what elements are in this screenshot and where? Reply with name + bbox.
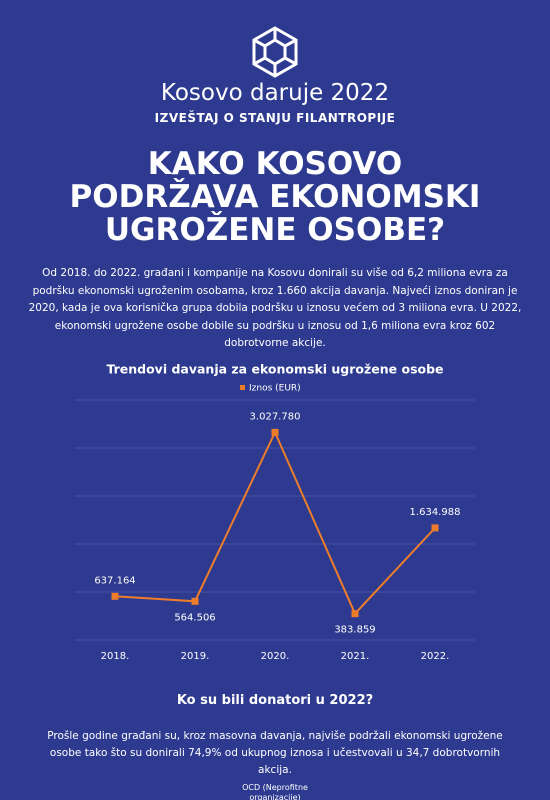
x-tick-label: 2019.	[181, 651, 210, 662]
value-label: 637.164	[94, 575, 135, 586]
point	[351, 610, 359, 618]
value-label: 383.859	[334, 625, 375, 636]
donors-text: Prošle godine građani su, kroz masovna d…	[47, 730, 503, 776]
value-label: 1.634.988	[410, 507, 461, 518]
point	[111, 592, 119, 600]
x-tick-label: 2018.	[101, 651, 130, 662]
point	[431, 524, 439, 532]
legend-swatch	[240, 385, 245, 390]
value-label: 3.027.780	[250, 411, 301, 422]
headline: KAKO KOSOVO PODRŽAVA EKONOMSKI UGROŽENE …	[69, 146, 481, 248]
chart: Trendovi davanja za ekonomski ugrožene o…	[75, 362, 475, 662]
donors-title: Ko su bili donatori u 2022?	[176, 693, 374, 708]
point	[271, 428, 279, 436]
legend-label: Iznos (EUR)	[249, 384, 301, 394]
brand: Kosovo daruje 2022	[160, 80, 390, 106]
value-label: 564.506	[174, 612, 215, 623]
line	[114, 429, 436, 616]
x-tick-label: 2021.	[341, 651, 370, 662]
x-tick-label: 2020.	[261, 651, 290, 662]
chart-title: Trendovi davanja za ekonomski ugrožene o…	[106, 362, 443, 377]
x-tick-label: 2022.	[421, 651, 450, 662]
donors-legend: OCD (Neprofitne organizacije)	[242, 783, 308, 800]
point	[191, 597, 199, 605]
intro: Od 2018. do 2022. građani i kompanije na…	[28, 267, 522, 349]
subtitle: IZVEŠTAJ O STANJU FILANTROPIJE	[154, 111, 396, 125]
logo	[252, 26, 298, 78]
